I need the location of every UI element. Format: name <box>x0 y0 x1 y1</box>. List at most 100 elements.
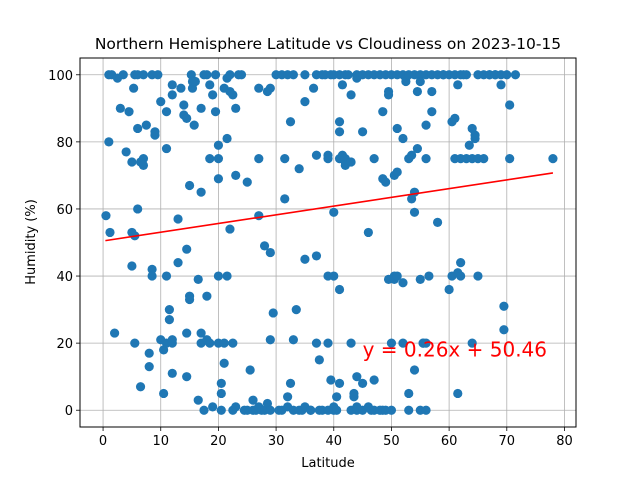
data-point-34 <box>153 70 163 80</box>
data-point-171 <box>326 375 336 385</box>
data-point-234 <box>392 271 402 281</box>
data-point-72 <box>196 103 206 113</box>
data-point-254 <box>415 274 425 284</box>
data-point-67 <box>193 274 203 284</box>
data-point-212 <box>369 375 379 385</box>
data-point-49 <box>167 90 177 100</box>
data-point-85 <box>213 271 224 281</box>
regression-equation: y = 0.26x + 50.46 <box>363 338 547 362</box>
data-point-149 <box>300 70 310 80</box>
data-point-19 <box>133 123 143 134</box>
data-point-252 <box>412 86 422 97</box>
data-point-265 <box>424 271 434 281</box>
data-point-83 <box>210 70 221 80</box>
data-point-232 <box>392 167 402 177</box>
plot-area: y = 0.26x + 50.46 0 10 20 30 40 50 60 70 80 0 20 40 6… <box>48 57 577 449</box>
x-tick-label-1: 10 <box>152 434 169 449</box>
data-point-66 <box>190 76 200 87</box>
data-point-168 <box>323 154 333 164</box>
data-point-267 <box>427 86 437 97</box>
data-point-16 <box>129 83 139 93</box>
y-tick-label-4: 80 <box>56 136 73 151</box>
data-point-178 <box>332 405 342 415</box>
data-point-10 <box>124 107 134 117</box>
data-point-217 <box>378 107 388 117</box>
data-point-309 <box>502 70 512 80</box>
data-point-8 <box>118 70 128 80</box>
data-point-253 <box>412 143 422 154</box>
data-point-247 <box>407 150 417 160</box>
data-point-24 <box>138 160 149 170</box>
x-tick-label-7: 70 <box>499 434 516 449</box>
data-point-97 <box>222 271 232 281</box>
data-point-137 <box>283 392 293 402</box>
data-point-23 <box>138 154 149 164</box>
data-point-113 <box>245 365 255 375</box>
data-point-292 <box>467 338 477 348</box>
data-point-102 <box>228 90 238 100</box>
data-point-90 <box>216 405 226 415</box>
data-point-266 <box>427 107 437 117</box>
data-point-104 <box>228 338 238 348</box>
data-point-35 <box>156 97 166 107</box>
data-point-33 <box>150 127 160 137</box>
data-point-250 <box>409 365 420 375</box>
data-point-101 <box>225 70 235 80</box>
data-point-55 <box>182 113 192 123</box>
data-point-296 <box>473 271 483 281</box>
data-point-136 <box>280 194 290 204</box>
data-point-227 <box>386 338 397 348</box>
y-tick-label-0: 0 <box>65 404 73 419</box>
data-point-81 <box>208 90 218 100</box>
data-point-128 <box>265 335 275 345</box>
data-point-47 <box>167 335 177 345</box>
data-point-274 <box>444 284 454 295</box>
data-point-237 <box>398 133 408 144</box>
data-point-208 <box>363 227 373 238</box>
data-point-174 <box>329 271 339 281</box>
data-point-127 <box>265 247 275 258</box>
data-point-311 <box>505 100 515 110</box>
data-point-141 <box>285 378 296 388</box>
data-point-248 <box>409 187 420 197</box>
data-point-181 <box>334 284 345 295</box>
data-point-107 <box>231 170 241 181</box>
data-point-96 <box>222 133 232 144</box>
data-point-154 <box>306 405 316 415</box>
data-point-106 <box>231 402 241 412</box>
x-axis-label: Latitude <box>301 456 355 471</box>
data-point-244 <box>404 388 414 399</box>
data-point-52 <box>176 83 186 93</box>
x-tick-label-4: 40 <box>325 434 342 449</box>
data-point-0 <box>101 211 111 221</box>
y-tick-label-1: 20 <box>56 337 73 352</box>
data-point-270 <box>432 217 443 227</box>
data-point-70 <box>196 328 206 338</box>
y-tick-label-3: 60 <box>56 203 73 218</box>
data-point-82 <box>208 402 218 412</box>
data-point-115 <box>248 395 258 405</box>
data-point-118 <box>254 154 264 164</box>
data-point-91 <box>216 388 226 399</box>
data-point-238 <box>398 278 408 288</box>
data-point-221 <box>381 177 391 187</box>
data-point-290 <box>464 140 474 150</box>
data-point-53 <box>179 100 189 110</box>
data-point-13 <box>127 157 137 167</box>
data-point-263 <box>421 405 431 415</box>
data-point-117 <box>254 83 264 93</box>
y-tick-label-2: 40 <box>56 270 73 285</box>
data-point-28 <box>144 348 154 358</box>
data-point-21 <box>135 382 146 392</box>
data-point-93 <box>219 358 229 368</box>
axes-frame <box>79 57 577 428</box>
data-point-88 <box>213 140 224 150</box>
data-point-195 <box>346 338 356 348</box>
x-tick-label-8: 80 <box>556 434 573 449</box>
data-point-7 <box>115 103 125 113</box>
data-point-233 <box>392 123 402 134</box>
data-point-119 <box>254 211 264 221</box>
data-point-40 <box>161 271 172 281</box>
y-tick-label-5: 100 <box>48 69 73 84</box>
data-point-283 <box>456 258 466 268</box>
